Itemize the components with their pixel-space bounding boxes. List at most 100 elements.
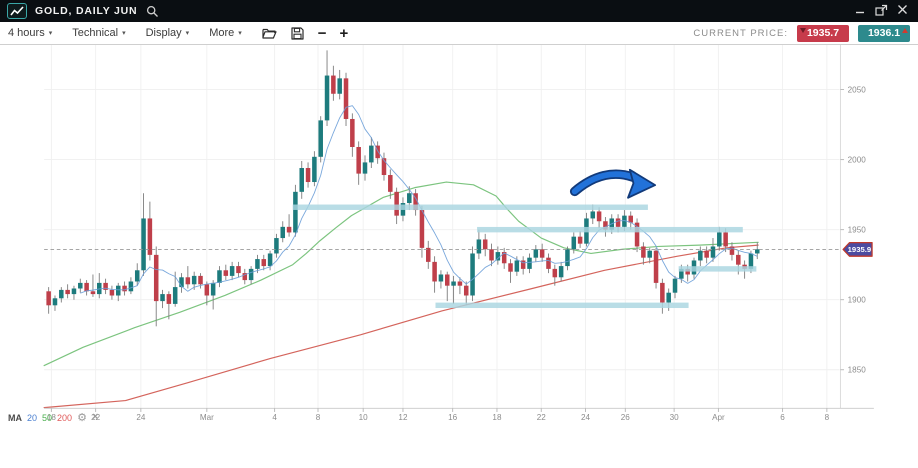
chart-area[interactable]: 2050 2000 1950 1900 1850 18 22 24 Mar 4 8 10 12 16 18 2… (0, 45, 918, 468)
candle-body (305, 168, 311, 183)
candle-body (698, 250, 703, 261)
candle-body (191, 275, 197, 285)
candle-body (147, 218, 153, 255)
candle-body (476, 239, 482, 254)
candle-body (210, 282, 216, 296)
candle-body (596, 211, 602, 222)
candle-body (729, 246, 735, 255)
price-tick-label: 1950 (848, 225, 867, 234)
candle-body (539, 249, 545, 258)
save-icon[interactable] (291, 26, 304, 40)
popout-button[interactable] (873, 4, 890, 19)
technical-dropdown[interactable]: Technical ▾ (72, 27, 125, 39)
candle-body (565, 249, 570, 267)
display-dropdown-label: Display (145, 27, 182, 39)
minimize-button[interactable] (852, 4, 869, 18)
candle-body (331, 75, 336, 94)
candle-body (318, 120, 323, 157)
candle-body (52, 298, 58, 306)
candle-body (704, 250, 709, 258)
price-tick-label: 1900 (848, 295, 867, 304)
candle-body (388, 175, 393, 192)
time-tick-label: 18 (492, 413, 502, 422)
time-tick-label: 24 (581, 413, 591, 422)
candle-body (558, 266, 564, 278)
support-resistance-zone[interactable] (477, 226, 743, 233)
candle-body (122, 285, 127, 292)
candle-body (362, 162, 368, 174)
ma200-line (43, 244, 759, 409)
candle-body (109, 289, 115, 296)
candle-body (501, 252, 507, 264)
chevron-down-icon: ▾ (122, 30, 126, 37)
support-resistance-zone[interactable] (678, 266, 757, 272)
candle-body (198, 275, 203, 285)
candle-body (457, 281, 463, 286)
time-tick-label: 12 (398, 413, 408, 422)
timeframe-dropdown[interactable]: 4 hours ▾ (8, 27, 52, 39)
candle-body (236, 266, 241, 274)
candle-body (160, 294, 165, 302)
candle-body (641, 246, 646, 258)
candle-body (495, 252, 501, 261)
candle-body (634, 222, 640, 247)
time-tick-label: 18 (47, 413, 57, 422)
candle-body (78, 282, 83, 289)
candle-body (426, 247, 431, 262)
gear-icon[interactable]: ⚙ (77, 412, 87, 424)
candle-body (552, 268, 558, 278)
arrow-annotation-body[interactable] (571, 171, 636, 195)
candle-body (343, 78, 349, 119)
search-icon[interactable] (146, 5, 159, 18)
candle-body (407, 193, 412, 204)
chevron-down-icon: ▾ (48, 30, 53, 37)
time-tick-label: 4 (272, 413, 277, 422)
current-price-cluster: CURRENT PRICE: 1935.7 1936.1 (693, 24, 910, 42)
open-folder-icon[interactable] (262, 27, 277, 40)
candle-body (223, 270, 229, 276)
candle-body (179, 277, 184, 288)
candle-body (71, 288, 77, 295)
title-bar: GOLD, DAILY JUN (0, 0, 918, 22)
current-price-label: CURRENT PRICE: (693, 27, 788, 39)
arrow-annotation-head[interactable] (627, 168, 657, 199)
more-dropdown[interactable]: More ▾ (209, 27, 242, 39)
candle-body (533, 249, 539, 258)
candle-body (267, 253, 273, 267)
candle-body (356, 146, 361, 174)
candle-body (432, 261, 437, 282)
candle-body (451, 281, 456, 286)
time-tick-label: 24 (136, 413, 146, 422)
support-resistance-zone[interactable] (292, 204, 648, 210)
candle-body (84, 282, 89, 292)
support-resistance-zone[interactable] (435, 302, 689, 309)
candle-body (444, 274, 450, 286)
candle-body (337, 78, 342, 94)
time-tick-label: 30 (670, 413, 680, 422)
time-tick-label: 6 (780, 413, 785, 422)
candle-body (103, 282, 108, 290)
arrow-up-icon (902, 27, 908, 33)
zoom-in-button[interactable]: + (339, 24, 349, 42)
close-button[interactable] (894, 4, 911, 18)
current-price-axis-badge (842, 241, 873, 257)
display-dropdown[interactable]: Display ▾ (146, 27, 190, 39)
zoom-out-button[interactable]: − (317, 24, 327, 42)
bid-price-badge: 1935.7 (797, 24, 849, 42)
candle-body (489, 249, 494, 261)
chart-toolbar: 4 hours ▾ Technical ▾ Display ▾ More ▾ −… (0, 22, 918, 45)
candle-body (369, 145, 374, 163)
candle-body (153, 254, 159, 302)
remove-indicator-icon[interactable]: × (91, 411, 99, 423)
time-tick-label: 8 (825, 413, 830, 422)
ma-legend: MA 20 50 200 ⚙ × (8, 411, 99, 425)
candle-body (653, 250, 659, 283)
candle-body (134, 270, 140, 282)
candle-body (672, 278, 678, 293)
candle-body (248, 268, 254, 281)
candle-body (375, 145, 380, 159)
candle-body (508, 263, 513, 272)
candle-body (141, 218, 146, 271)
candle-body (615, 218, 621, 227)
time-tick-label: 16 (448, 413, 458, 422)
